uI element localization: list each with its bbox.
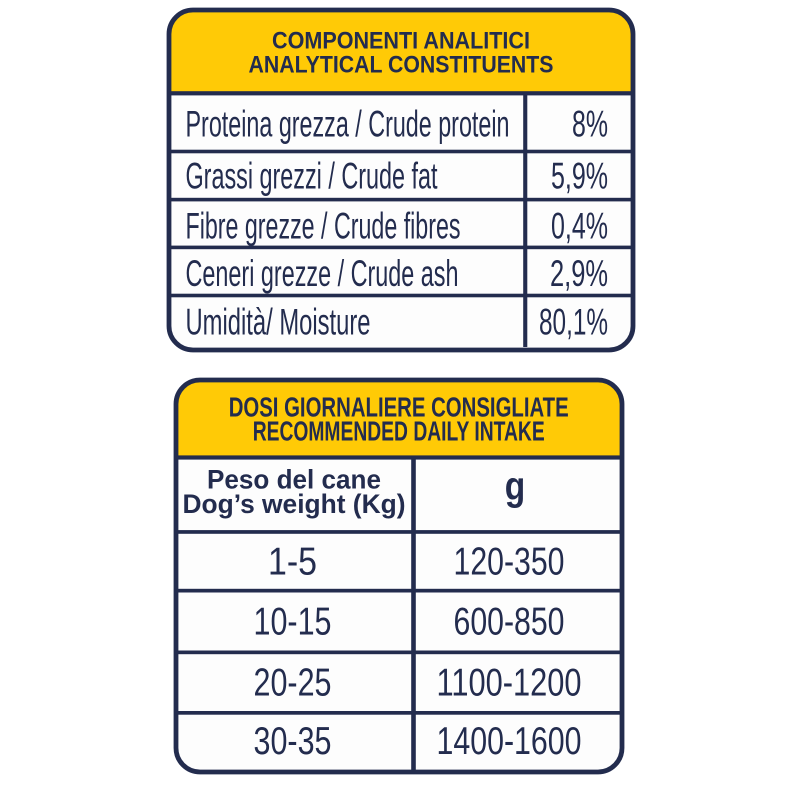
- svg-text:20-25: 20-25: [254, 661, 332, 704]
- svg-text:DOSI GIORNALIERE CONSIGLIATE: DOSI GIORNALIERE CONSIGLIATE: [229, 392, 569, 423]
- svg-text:2,9%: 2,9%: [550, 253, 608, 294]
- svg-text:0,4%: 0,4%: [551, 206, 608, 247]
- svg-text:10-15: 10-15: [254, 601, 332, 644]
- svg-text:Peso del cane: Peso del cane: [207, 465, 381, 495]
- svg-text:1400-1600: 1400-1600: [437, 720, 582, 763]
- svg-text:RECOMMENDED DAILY INTAKE: RECOMMENDED DAILY INTAKE: [253, 416, 545, 447]
- svg-text:Ceneri grezze / Crude ash: Ceneri grezze / Crude ash: [186, 253, 459, 294]
- svg-text:COMPONENTI ANALITICI: COMPONENTI ANALITICI: [272, 28, 530, 55]
- svg-text:1100-1200: 1100-1200: [437, 661, 582, 704]
- svg-text:Dog’s weight (Kg): Dog’s weight (Kg): [183, 489, 406, 519]
- svg-text:1-5: 1-5: [268, 540, 317, 583]
- svg-text:Proteina grezza / Crude protei: Proteina grezza / Crude protein: [186, 104, 510, 145]
- svg-text:8%: 8%: [572, 104, 608, 145]
- svg-text:5,9%: 5,9%: [551, 156, 608, 197]
- svg-text:30-35: 30-35: [254, 720, 332, 763]
- svg-text:Umidità/ Moisture: Umidità/ Moisture: [186, 301, 371, 342]
- svg-text:ANALYTICAL CONSTITUENTS: ANALYTICAL CONSTITUENTS: [249, 52, 554, 79]
- svg-text:g: g: [505, 465, 526, 509]
- svg-text:600-850: 600-850: [454, 601, 565, 644]
- svg-text:80,1%: 80,1%: [539, 301, 608, 342]
- svg-text:120-350: 120-350: [454, 540, 565, 583]
- svg-text:Grassi grezzi / Crude fat: Grassi grezzi / Crude fat: [186, 156, 438, 197]
- svg-text:Fibre grezze / Crude fibres: Fibre grezze / Crude fibres: [186, 206, 461, 247]
